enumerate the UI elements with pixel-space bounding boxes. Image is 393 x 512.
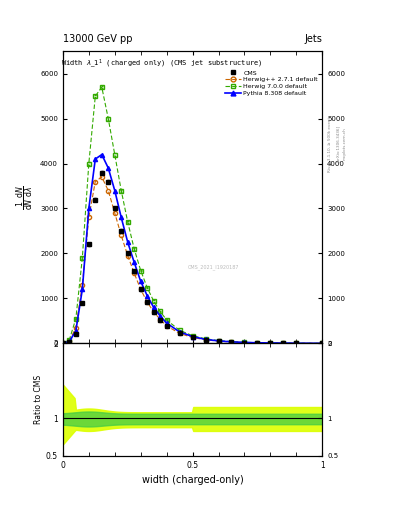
Legend: CMS, Herwig++ 2.7.1 default, Herwig 7.0.0 default, Pythia 8.308 default: CMS, Herwig++ 2.7.1 default, Herwig 7.0.… bbox=[224, 69, 319, 98]
Text: mcplots.cern.ch: mcplots.cern.ch bbox=[343, 127, 347, 160]
Text: 13000 GeV pp: 13000 GeV pp bbox=[63, 33, 132, 44]
Text: [arXiv:1306.3436]: [arXiv:1306.3436] bbox=[336, 125, 340, 162]
Y-axis label: $\frac{1}{\mathrm{d}N}\frac{\mathrm{d}N}{\mathrm{d}\lambda}$: $\frac{1}{\mathrm{d}N}\frac{\mathrm{d}N}… bbox=[15, 185, 36, 210]
Text: Width $\lambda\_1^1$ (charged only) (CMS jet substructure): Width $\lambda\_1^1$ (charged only) (CMS… bbox=[61, 57, 262, 70]
Y-axis label: Ratio to CMS: Ratio to CMS bbox=[34, 375, 43, 424]
Text: Jets: Jets bbox=[305, 33, 322, 44]
Text: CMS_2021_I1920187: CMS_2021_I1920187 bbox=[187, 265, 239, 270]
Text: Rivet 3.1.10, ≥ 500k events: Rivet 3.1.10, ≥ 500k events bbox=[328, 115, 332, 172]
X-axis label: width (charged-only): width (charged-only) bbox=[142, 475, 243, 485]
